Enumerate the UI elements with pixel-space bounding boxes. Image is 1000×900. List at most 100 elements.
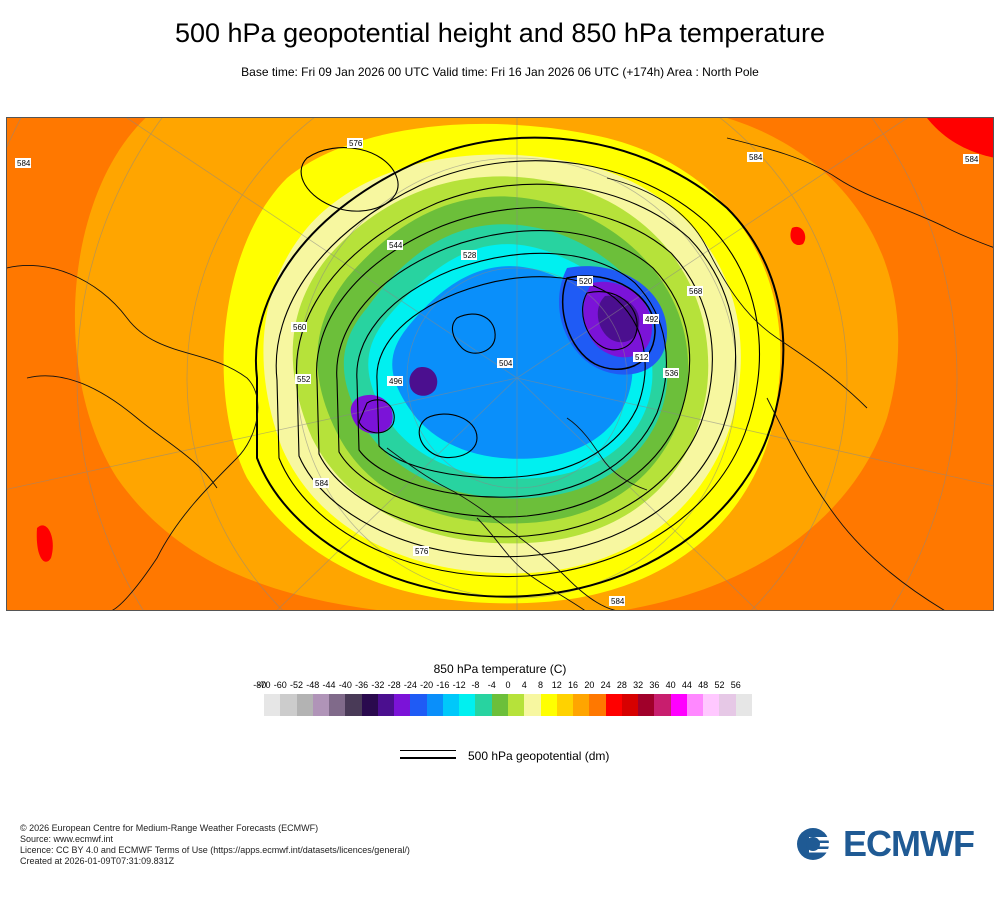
temperature-colorbar (264, 694, 752, 716)
colorbar-swatch (361, 694, 378, 716)
legend-tick-label: 24 (600, 680, 611, 690)
contour-line-sample (400, 750, 456, 762)
legend-tick-label: 12 (551, 680, 562, 690)
legend-tick-label: 44 (681, 680, 692, 690)
contour-label-group: 584 584 584 584 576 576 568 560 552 544 … (15, 138, 979, 606)
copyright-line: © 2026 European Centre for Medium-Range … (20, 823, 319, 833)
contour-label: 552 (295, 374, 311, 384)
north-pole-map: 584 584 584 584 576 576 568 560 552 544 … (6, 117, 994, 611)
svg-text:504: 504 (499, 359, 513, 368)
svg-text:584: 584 (749, 153, 763, 162)
svg-text:512: 512 (635, 353, 649, 362)
warm-spot-east (790, 226, 806, 246)
legend-tick-label: -44 (322, 680, 336, 690)
colorbar-swatch (556, 694, 574, 716)
contour-label: 560 (291, 322, 307, 332)
contour-label: 492 (643, 314, 659, 324)
cold-core-west (350, 394, 393, 434)
svg-text:552: 552 (297, 375, 311, 384)
legend-tick-label: 28 (616, 680, 627, 690)
legend-tick-label: -8 (471, 680, 480, 690)
coldest-core-east (597, 295, 640, 343)
colorbar-swatch (589, 694, 606, 716)
colorbar-swatch (426, 694, 443, 716)
colorbar-swatch (605, 694, 622, 716)
svg-text:584: 584 (965, 155, 979, 164)
legend-tick-label: -28 (387, 680, 401, 690)
legend-tick-label: 48 (698, 680, 709, 690)
legend-tick-label: -48 (306, 680, 320, 690)
legend-tick-label: -16 (436, 680, 450, 690)
colorbar-swatch (540, 694, 557, 716)
warm-spot-southwest (36, 525, 53, 562)
legend-tick-label: -60 (273, 680, 287, 690)
contour-legend-label: 500 hPa geopotential (dm) (468, 749, 610, 763)
geopotential-contours (254, 136, 785, 598)
legend-tick-label: 16 (568, 680, 579, 690)
svg-text:584: 584 (611, 597, 625, 606)
contour-label: 528 (461, 250, 477, 260)
created-line: Created at 2026-01-09T07:31:09.831Z (20, 856, 175, 866)
legend-tick-label: -24 (403, 680, 417, 690)
legend-tick-label: 52 (714, 680, 725, 690)
contour-label: 520 (577, 276, 593, 286)
colorbar-swatch (312, 694, 330, 716)
legend-tick-label: 56 (730, 680, 741, 690)
chart-title: 500 hPa geopotential height and 850 hPa … (174, 18, 825, 48)
graticule (7, 118, 993, 610)
contour-label: 584 (15, 158, 31, 168)
legend-tick-label: -12 (452, 680, 466, 690)
legend-tick-label: -52 (290, 680, 304, 690)
svg-text:568: 568 (689, 287, 703, 296)
colorbar-swatch (345, 694, 362, 716)
colorbar-swatch (442, 694, 460, 716)
warm-spot-northeast (927, 118, 993, 158)
colorbar-swatch (638, 694, 655, 716)
svg-text:496: 496 (389, 377, 403, 386)
chart-subtitle: Base time: Fri 09 Jan 2026 00 UTC Valid … (241, 65, 759, 79)
legend-ticks: -80 -70 -60 -52 -48 -44 -40 -36 -32 -28 -24 -20 -16-… (236, 680, 766, 694)
svg-text:584: 584 (17, 159, 31, 168)
ecmwf-logo-icon (797, 828, 839, 860)
colorbar-swatch (377, 694, 395, 716)
contour-label: 496 (387, 376, 403, 386)
colorbar-swatch (410, 694, 427, 716)
contour-label: 536 (663, 368, 679, 378)
contour-label: 544 (387, 240, 403, 250)
legend-tick-label: -70 (257, 680, 271, 690)
contour-label: 584 (609, 596, 625, 606)
legend-tick-label: 32 (633, 680, 644, 690)
svg-text:492: 492 (645, 315, 659, 324)
colorbar-swatch (475, 694, 492, 716)
legend-tick-label: -80 (253, 680, 267, 690)
coastlines (7, 137, 993, 610)
colorbar-swatch (670, 694, 687, 716)
colorbar-swatch (703, 694, 720, 716)
legend-tick-label: -4 (487, 680, 496, 690)
svg-text:576: 576 (349, 139, 363, 148)
svg-text:536: 536 (665, 369, 679, 378)
legend-tick-label: -20 (420, 680, 434, 690)
contour-label: 504 (497, 358, 513, 368)
contour-label: 584 (747, 152, 763, 162)
legend-tick-label: 40 (665, 680, 676, 690)
licence-line: Licence: CC BY 4.0 and ECMWF Terms of Us… (20, 845, 410, 855)
legend-tick-label: 8 (538, 680, 544, 690)
colorbar-swatch (459, 694, 476, 716)
colorbar-swatch (507, 694, 525, 716)
ecmwf-logo: ECMWF (795, 824, 985, 864)
svg-text:528: 528 (463, 251, 477, 260)
legend-tick-label: 20 (584, 680, 595, 690)
colorbar-swatch (735, 694, 752, 716)
cold-core-central (409, 367, 438, 396)
footer-credits: © 2026 European Centre for Medium-Range … (20, 823, 410, 867)
source-line: Source: www.ecmwf.int (20, 834, 114, 844)
legend-tick-label: -40 (338, 680, 352, 690)
legend-tick-label: -32 (371, 680, 385, 690)
colorbar-swatch (264, 694, 281, 716)
contour-label: 584 (963, 154, 979, 164)
colorbar-swatch (686, 694, 704, 716)
legend-tick-label: 36 (649, 680, 660, 690)
colorbar-swatch (296, 694, 313, 716)
colorbar-swatch (573, 694, 590, 716)
